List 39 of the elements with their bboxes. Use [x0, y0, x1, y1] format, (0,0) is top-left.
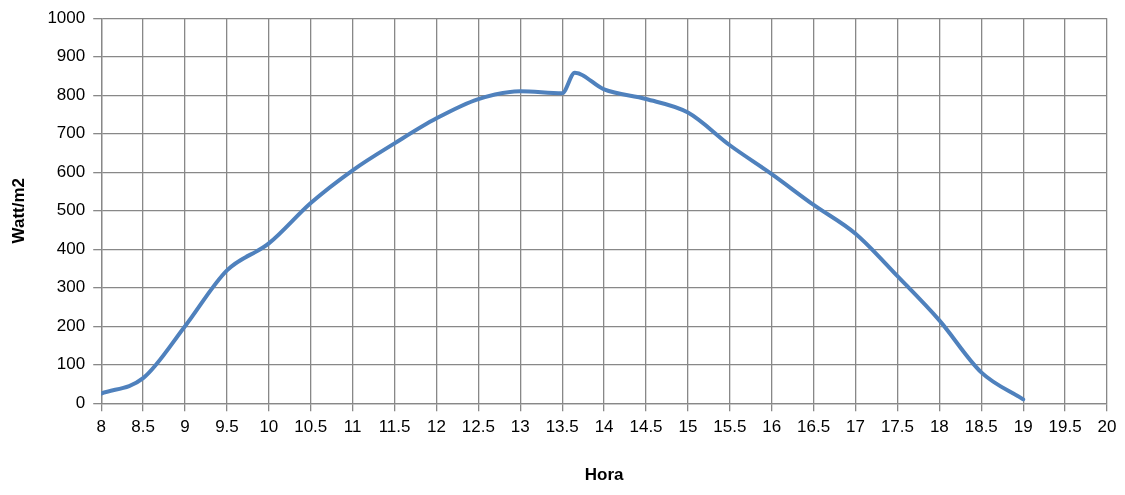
x-tick-label: 12.5 [461, 417, 495, 437]
y-tick-label: 400 [56, 238, 86, 258]
x-tick-label: 8 [96, 417, 106, 437]
x-tick-label: 18.5 [964, 417, 998, 437]
x-tick-label: 11 [343, 417, 362, 437]
x-tick-label: 12 [427, 417, 446, 437]
x-tick-label: 13.5 [545, 417, 579, 437]
x-tick-label: 17 [846, 417, 866, 437]
x-tick-label: 10 [259, 417, 279, 437]
y-tick-label: 300 [56, 277, 86, 297]
line-series [101, 70, 1026, 402]
x-tick-label: 16.5 [797, 417, 831, 437]
x-tick-label: 8.5 [131, 417, 155, 437]
y-tick-label: 900 [56, 46, 86, 66]
x-tick-label: 20 [1097, 417, 1117, 437]
x-tick-label: 17.5 [880, 417, 915, 437]
x-tick-label: 19 [1013, 417, 1033, 437]
x-tick-label: 9.5 [215, 417, 239, 437]
y-tick-label: 700 [56, 123, 86, 143]
y-tick-label: 1000 [47, 7, 86, 27]
x-tick-label: 15.5 [713, 417, 747, 437]
x-tick-label: 14 [594, 417, 614, 437]
x-tick-label: 13 [510, 417, 530, 437]
x-axis-title: Hora [584, 465, 625, 485]
x-tick-label: 15 [678, 417, 698, 437]
y-tick-label: 0 [75, 392, 86, 412]
x-tick-label: 16 [762, 417, 782, 437]
x-tick-label: 10.5 [294, 417, 328, 437]
y-axis-title: Watt/m2 [8, 177, 28, 244]
x-tick-label: 19.5 [1048, 417, 1082, 437]
x-tick-label: 11.5 [378, 417, 411, 437]
x-tick-label: 14.5 [629, 417, 663, 437]
y-tick-label: 100 [56, 354, 86, 374]
y-tick-label: 800 [56, 84, 86, 104]
y-tick-label: 600 [56, 161, 86, 181]
x-tick-label: 18 [929, 417, 949, 437]
y-tick-label: 500 [56, 200, 86, 220]
y-tick-label: 200 [56, 315, 86, 335]
x-tick-label: 9 [180, 417, 190, 437]
